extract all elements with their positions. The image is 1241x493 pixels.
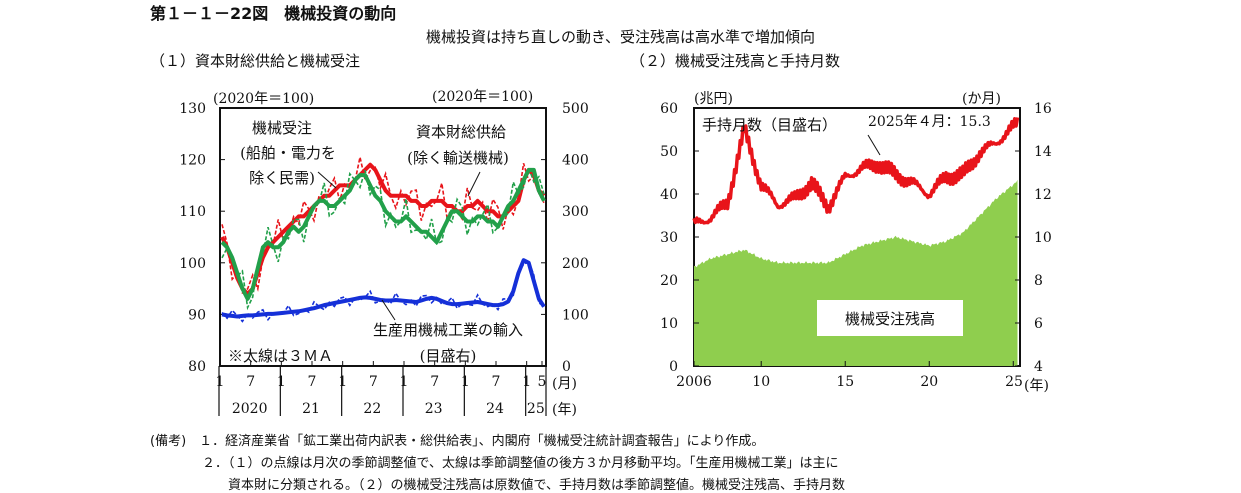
panel2-right-tick-label: 10 (1034, 230, 1052, 246)
panel1-label-machinery-orders: 機械受注 (252, 119, 312, 137)
panel2-label-months: 手持月数（目盛右） (702, 116, 837, 134)
panel1-month-label: 7 (430, 374, 439, 390)
panel2-year-label: 2006 (676, 374, 712, 390)
panel1-month-label: 7 (246, 374, 255, 390)
panel2-right-tick-label: 8 (1034, 273, 1043, 289)
panel2-left-tick-label: 60 (660, 101, 678, 117)
figure-subtitle: 機械投資は持ち直しの動き、受注残高は高水準で増加傾向 (426, 28, 815, 46)
note-line-2: ２．（１）の点線は月次の季節調整値で、太線は季節調整値の後方３か月移動平均。「生… (150, 456, 839, 471)
panel1-series-3ma-capital-goods (220, 162, 546, 296)
panel1-series-3ma-imports (221, 258, 546, 319)
panel1-leader-capital-goods (467, 171, 481, 197)
panel2-right-tick-label: 12 (1034, 187, 1052, 203)
panel1-month-label: 1 (216, 374, 225, 390)
panel1-year-label: 2020 (232, 401, 268, 417)
panel1-right-unit: (2020年＝100) (432, 89, 533, 105)
panel2-left-tick-label: 20 (660, 273, 678, 289)
panel2-title: （２）機械受注残高と手持月数 (630, 52, 841, 70)
panel2-left-tick-label: 40 (660, 187, 678, 203)
panel1-leader-machinery-orders (317, 171, 337, 189)
panel1-year-label: 22 (363, 401, 381, 417)
panel2-left-tick-label: 0 (669, 359, 678, 375)
panel1-right-tick-label: 300 (562, 204, 589, 220)
panel1-right-tick-label: 0 (562, 359, 571, 375)
panel1-series-monthly-capital-goods (221, 157, 545, 295)
panel1-label-machinery-orders: (船舶・電力を (240, 144, 336, 162)
panel1-month-label: 7 (308, 374, 317, 390)
panel1-year-label: 24 (486, 401, 504, 417)
panel1-month-label: 5 (538, 374, 547, 390)
panel1-right-tick-label: 500 (562, 101, 589, 117)
panel1-label-capital-goods: 資本財総供給 (416, 123, 506, 141)
panel1-month-label: 1 (400, 374, 409, 390)
panel2-left-tick-label: 10 (660, 316, 678, 332)
panel2-right-tick-label: 14 (1034, 144, 1052, 160)
panel2-right-tick-label: 6 (1034, 316, 1043, 332)
panel1-month-label: 1 (461, 374, 470, 390)
panel2-backlog-label-box (817, 300, 963, 336)
panel1-month-label: 1 (522, 374, 531, 390)
panel1-left-tick-label: 100 (179, 256, 206, 272)
panel2-year-label: 10 (752, 374, 770, 390)
panel1-year-unit: (年) (552, 402, 577, 418)
note-line-3: 資本財に分類される。（２）の機械受注残高は原数値で、手持月数は季節調整値。機械受… (150, 478, 845, 493)
panel2-year-unit: (年) (1024, 378, 1049, 394)
panel1-left-tick-label: 80 (188, 359, 206, 375)
panel1-year-label: 23 (425, 401, 443, 417)
panel1-series-3ma-machinery-orders (220, 167, 546, 301)
panel2-year-label: 25 (1005, 374, 1023, 390)
panel1-label-machinery-orders: 除く民需) (249, 169, 315, 187)
panel1-label-imports: (目盛右) (420, 347, 477, 365)
panel2-left-tick-label: 50 (660, 144, 678, 160)
panel1-month-label: 7 (369, 374, 378, 390)
panel1-right-tick-label: 200 (562, 256, 589, 272)
panel2-line-months (692, 117, 1020, 225)
panel1-month-unit: (月) (552, 376, 577, 392)
panel2-label-backlog: 機械受注残高 (845, 310, 935, 328)
panel1-label-capital-goods: (除く輸送機械) (407, 149, 509, 167)
panel2-left-tick-label: 30 (660, 230, 678, 246)
panel1-left-tick-label: 90 (188, 307, 206, 323)
panel1-month-label: 1 (338, 374, 347, 390)
panel1-left-tick-label: 120 (179, 153, 206, 169)
panel2-left-unit: (兆円) (694, 91, 733, 107)
panel1-note-3ma: ※太線は３ＭＡ (228, 347, 333, 365)
panel1-year-label: 25 (527, 401, 545, 417)
panel1-month-label: 1 (277, 374, 286, 390)
panel2-year-label: 15 (836, 374, 854, 390)
panel2-right-tick-label: 4 (1034, 359, 1043, 375)
figure-title: 第１－１－22図 機械投資の動向 (150, 4, 397, 23)
panel1-right-tick-label: 400 (562, 153, 589, 169)
panel1-year-label: 21 (302, 401, 320, 417)
panel1-left-tick-label: 110 (179, 204, 206, 220)
panel2-year-label: 20 (920, 374, 938, 390)
panel1-right-tick-label: 100 (562, 307, 589, 323)
panel2-annotation-latest: 2025年４月：15.3 (868, 114, 991, 130)
panel1-left-tick-label: 130 (179, 101, 206, 117)
panel1-title: （１）資本財総供給と機械受注 (150, 52, 361, 70)
panel2-right-unit: (か月) (962, 91, 1001, 107)
panel1-month-label: 7 (492, 374, 501, 390)
panel2-leader-latest (867, 134, 881, 156)
panel1-left-unit: (2020年＝100) (213, 91, 314, 107)
panel2-right-tick-label: 16 (1034, 101, 1052, 117)
note-line-1: (備考) １．経済産業省「鉱工業出荷内訳表・総供給表」、内閣府「機械受注統計調査… (150, 434, 765, 449)
panel1-label-imports: 生産用機械工業の輸入 (373, 321, 523, 339)
panel1-leader-imports (381, 299, 396, 321)
